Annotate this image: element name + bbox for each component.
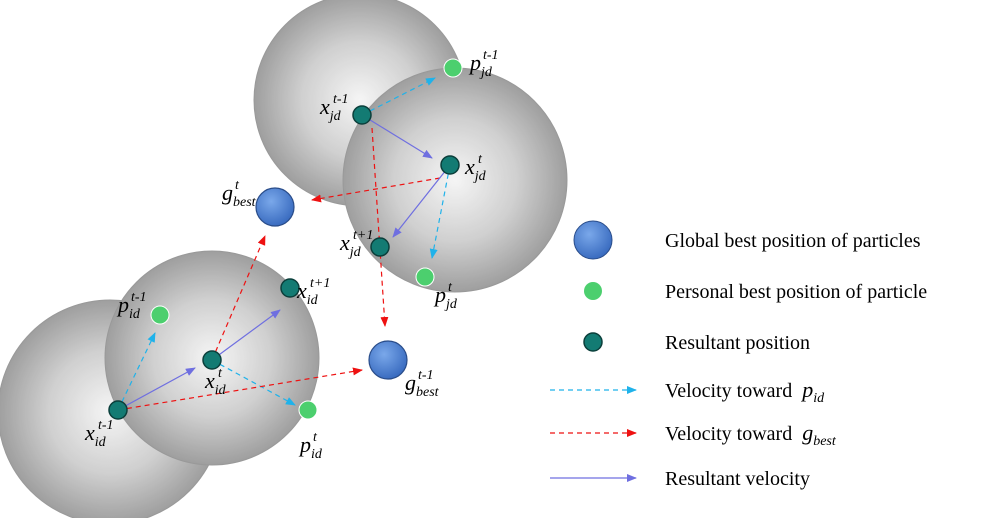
symbol-sup: t-1: [131, 290, 147, 305]
resultant-position: [441, 156, 459, 174]
symbol-sup: t: [235, 178, 240, 193]
symbol-base: x: [464, 154, 475, 179]
symbol-sub: jd: [473, 169, 487, 184]
legend-swatch: [584, 333, 602, 351]
symbol-sub: jd: [328, 109, 342, 124]
symbol-sub: id: [311, 447, 323, 462]
symbol-sub: id: [215, 383, 227, 398]
symbol-sup: t-1: [98, 418, 114, 433]
resultant-position: [353, 106, 371, 124]
resultant-position: [109, 401, 127, 419]
symbol-base: x: [84, 420, 95, 445]
symbol-sub: id: [307, 293, 319, 308]
symbol-base: x: [204, 368, 215, 393]
legend-text: Resultant velocity: [665, 468, 810, 490]
symbol-base: p: [116, 292, 129, 317]
legend-text: Global best position of particles: [665, 230, 921, 252]
symbol-sub: best: [416, 385, 440, 400]
legend-swatch: [574, 221, 612, 259]
symbol-base: x: [339, 230, 350, 255]
diagram: xidt-1pidt-1xidtxidt+1pidtgbestt-1gbestt…: [0, 0, 1002, 518]
symbol-sup: t: [313, 430, 318, 445]
legend-label: Personal best position of particle: [665, 281, 927, 303]
symbol-base: g: [222, 180, 233, 205]
sphere: [343, 68, 567, 292]
symbol-sub: jd: [444, 297, 458, 312]
symbol-base: x: [296, 278, 307, 303]
symbol-base: g: [405, 370, 416, 395]
personal-best: [416, 268, 434, 286]
symbol-sup: t-1: [418, 368, 434, 383]
legend-symbol-sub: id: [813, 391, 825, 406]
symbol-base: p: [468, 50, 481, 75]
legend-symbol: g: [802, 420, 813, 445]
legend-label: Resultant position: [665, 332, 810, 354]
symbol-base: p: [433, 282, 446, 307]
global-best: [256, 188, 294, 226]
symbol-sup: t-1: [333, 92, 349, 107]
legend-label: Resultant velocity: [665, 468, 810, 490]
legend-text: Resultant position: [665, 332, 810, 354]
symbol-sub: id: [129, 307, 141, 322]
symbol-sub: jd: [479, 65, 493, 80]
symbol-sup: t+1: [310, 276, 330, 291]
legend-label: Velocity toward gbest: [665, 420, 837, 449]
personal-best: [151, 306, 169, 324]
legend-label: Velocity toward pid: [665, 377, 825, 406]
symbol-sup: t+1: [353, 228, 373, 243]
legend-text: Personal best position of particle: [665, 281, 927, 303]
legend-text: Velocity toward: [665, 423, 792, 445]
symbol-sub: jd: [348, 245, 362, 260]
resultant-position: [371, 238, 389, 256]
symbol-base: x: [319, 94, 330, 119]
legend-symbol: p: [800, 377, 813, 402]
legend-symbol-sub: best: [813, 434, 837, 449]
personal-best: [444, 59, 462, 77]
symbol-sub: best: [233, 195, 257, 210]
symbol-sub: id: [95, 435, 107, 450]
personal-best: [299, 401, 317, 419]
legend-swatch: [584, 282, 602, 300]
legend-label: Global best position of particles: [665, 230, 921, 252]
legend-text: Velocity toward: [665, 380, 792, 402]
symbol-base: p: [298, 432, 311, 457]
global-best: [369, 341, 407, 379]
symbol-sup: t-1: [483, 48, 499, 63]
symbol: pid: [298, 432, 323, 462]
symbol: gbest: [222, 180, 257, 210]
legend: Global best position of particles Persona…: [574, 221, 927, 490]
